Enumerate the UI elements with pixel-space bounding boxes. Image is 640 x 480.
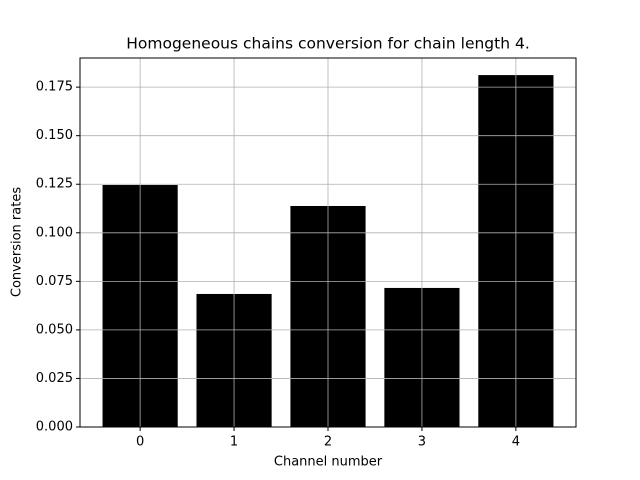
x-tick-label: 0: [136, 435, 144, 450]
x-tick-label: 2: [324, 435, 332, 450]
y-tick-label: 0.175: [36, 80, 73, 95]
y-tick-label: 0.075: [36, 274, 73, 289]
plot-frame: [79, 57, 577, 428]
y-axis-label: Conversion rates: [10, 187, 25, 297]
x-axis-label: Channel number: [274, 455, 383, 470]
y-tick-label: 0.100: [36, 225, 73, 240]
y-tick-label: 0.025: [36, 371, 73, 386]
y-tick-label: 0.125: [36, 177, 73, 192]
y-tick-label: 0.150: [36, 128, 73, 143]
y-tick-label: 0.000: [36, 420, 73, 435]
y-tick-label: 0.050: [36, 322, 73, 337]
x-tick-label: 3: [418, 435, 426, 450]
chart-title: Homogeneous chains conversion for chain …: [126, 35, 530, 53]
x-tick-label: 1: [230, 435, 238, 450]
x-tick-label: 4: [512, 435, 520, 450]
